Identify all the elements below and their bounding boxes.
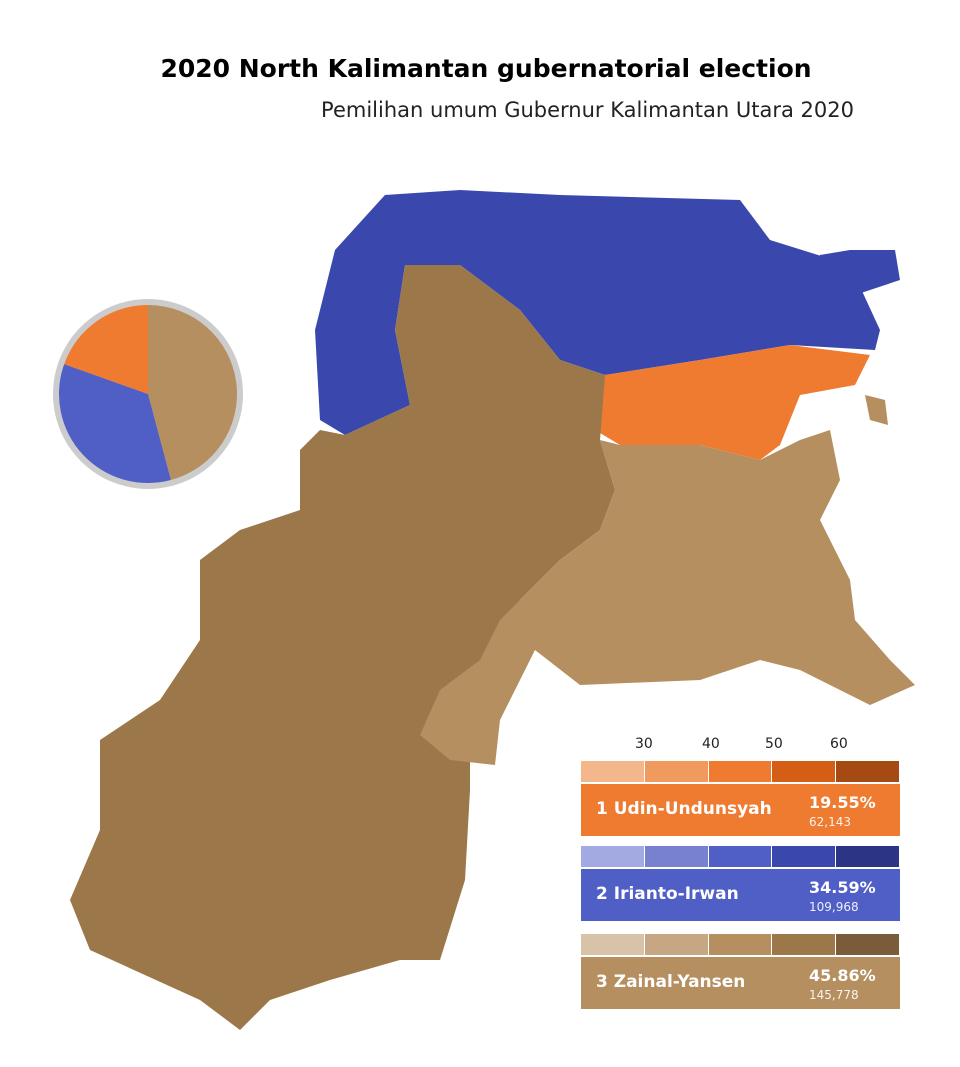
scale-swatch — [708, 761, 773, 782]
scale-swatch — [772, 761, 837, 782]
scale-swatch — [772, 934, 837, 955]
scale-swatch — [836, 934, 900, 955]
candidate-votes: 109,968 — [809, 900, 859, 914]
candidate-percent: 19.55% — [809, 793, 876, 812]
scale-swatch — [644, 761, 709, 782]
map-title: 2020 North Kalimantan gubernatorial elec… — [160, 54, 812, 83]
candidate-name: 2 Irianto-Irwan — [596, 884, 739, 904]
legend-udin: 1 Udin-Undunsyah 19.55% 62,143 — [581, 784, 900, 836]
region-irianto-won — [315, 190, 900, 435]
legend-irianto: 2 Irianto-Irwan 34.59% 109,968 — [581, 869, 900, 921]
candidate-name: 3 Zainal-Yansen — [596, 972, 746, 992]
scale-zainal — [581, 934, 900, 955]
region-zainal-won — [420, 395, 915, 765]
scale-swatch — [708, 934, 773, 955]
candidate-votes: 145,778 — [809, 988, 859, 1002]
candidate-percent: 34.59% — [809, 878, 876, 897]
tick-label: 40 — [702, 736, 720, 752]
pie-slice-irianto — [59, 364, 171, 483]
region-udin-won — [595, 345, 870, 460]
scale-swatch — [772, 846, 837, 867]
pie-slice-udin — [64, 305, 148, 394]
candidate-votes: 62,143 — [809, 815, 851, 829]
region-zainal-strong — [70, 265, 615, 1030]
map-subtitle: Pemilihan umum Gubernur Kalimantan Utara… — [321, 98, 854, 122]
candidate-percent: 45.86% — [809, 966, 876, 985]
scale-swatch — [644, 846, 709, 867]
scale-swatch — [836, 761, 900, 782]
pie-chart — [53, 299, 243, 489]
scale-irianto — [581, 846, 900, 867]
scale-udin — [581, 761, 900, 782]
scale-swatch — [581, 761, 645, 782]
tick-label: 50 — [765, 736, 783, 752]
scale-swatch — [581, 934, 645, 955]
scale-swatch — [836, 846, 900, 867]
scale-swatch — [708, 846, 773, 867]
tick-label: 60 — [830, 736, 848, 752]
legend-zainal: 3 Zainal-Yansen 45.86% 145,778 — [581, 957, 900, 1009]
pie-slice-zainal — [148, 305, 237, 481]
scale-swatch — [581, 846, 645, 867]
scale-swatch — [644, 934, 709, 955]
tick-label: 30 — [635, 736, 653, 752]
candidate-name: 1 Udin-Undunsyah — [596, 799, 772, 819]
